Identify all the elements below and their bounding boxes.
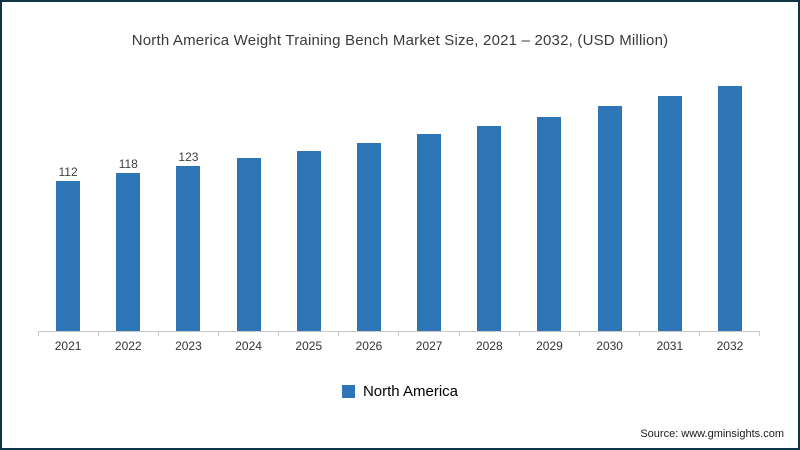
x-axis-label: 2032 (716, 339, 744, 353)
axis-tick (98, 332, 100, 336)
x-axis-label: 2028 (475, 339, 503, 353)
bar (717, 86, 742, 331)
bar (356, 143, 381, 331)
bar-group: 112 (38, 166, 98, 331)
axis-tick (458, 332, 460, 336)
bar-value-label: 118 (118, 157, 138, 171)
axis-tick (278, 332, 280, 336)
legend: North America (2, 383, 798, 400)
bar-group (399, 134, 459, 331)
bar (417, 134, 442, 331)
x-axis-labels: 2021 2022 2023 2024 2025 2026 2027 2028 2029 2030… (38, 339, 760, 353)
axis-tick (758, 332, 760, 336)
bar-group (519, 117, 579, 331)
x-axis-label: 2024 (235, 339, 262, 353)
source-attribution: Source: www.gminsights.com (640, 428, 784, 440)
x-axis-label: 2029 (536, 339, 563, 353)
bar-group: 118 (98, 158, 158, 331)
plot-area: 112 118 123 (38, 63, 760, 332)
axis-tick (518, 332, 520, 336)
bar-group (339, 143, 399, 331)
axis-tick (698, 332, 700, 336)
legend-label: North America (362, 383, 459, 400)
bar-group: 123 (158, 151, 218, 331)
bar-group (580, 106, 640, 331)
chart-title: North America Weight Training Bench Mark… (131, 32, 669, 49)
bar (597, 106, 622, 331)
x-axis-label: 2022 (114, 339, 142, 353)
bar (56, 181, 81, 331)
x-axis-label: 2031 (656, 339, 684, 353)
bar (537, 117, 562, 331)
x-axis-label: 2023 (175, 339, 202, 353)
bar (657, 96, 682, 331)
bar-group (700, 86, 760, 331)
x-axis-label: 2026 (355, 339, 383, 353)
axis-tick (218, 332, 220, 336)
bar-group (219, 158, 279, 331)
bar (477, 126, 502, 331)
x-axis-label: 2025 (295, 339, 323, 353)
x-axis-label: 2021 (54, 339, 82, 353)
axis-tick (38, 332, 39, 336)
bar-value-label: 123 (178, 150, 199, 164)
axis-tick (638, 332, 640, 336)
axis-tick (578, 332, 580, 336)
bar-group (459, 126, 519, 331)
bar-group (279, 151, 339, 331)
bar (236, 158, 261, 331)
bar (296, 151, 321, 331)
x-axis-label: 2027 (415, 339, 443, 353)
axis-tick (338, 332, 340, 336)
x-axis-ticks (38, 332, 760, 336)
bar-value-label: 112 (58, 165, 78, 179)
axis-tick (398, 332, 400, 336)
bar (176, 166, 201, 331)
axis-tick (158, 332, 160, 336)
bar-group (640, 96, 700, 331)
legend-marker-icon (341, 385, 355, 398)
x-axis-label: 2030 (596, 339, 623, 353)
bar (116, 173, 141, 331)
